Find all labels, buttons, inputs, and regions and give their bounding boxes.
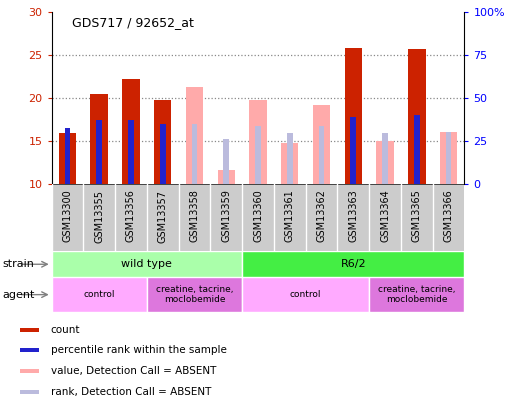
- Bar: [414, 115, 420, 184]
- Bar: [255, 126, 261, 184]
- Text: GSM13358: GSM13358: [189, 190, 200, 243]
- Bar: [408, 49, 426, 184]
- Bar: [446, 132, 452, 184]
- Text: percentile rank within the sample: percentile rank within the sample: [51, 345, 227, 355]
- Text: GSM13360: GSM13360: [253, 190, 263, 242]
- Text: GSM13363: GSM13363: [348, 190, 358, 242]
- Bar: [313, 105, 330, 184]
- Text: rank, Detection Call = ABSENT: rank, Detection Call = ABSENT: [51, 387, 211, 397]
- Bar: [218, 170, 235, 184]
- Bar: [52, 277, 147, 312]
- Bar: [249, 100, 267, 184]
- Bar: [147, 277, 242, 312]
- Bar: [59, 133, 76, 184]
- Text: GSM13359: GSM13359: [221, 190, 231, 243]
- Bar: [21, 390, 39, 394]
- Bar: [90, 94, 108, 184]
- Bar: [186, 87, 203, 184]
- Text: GSM13361: GSM13361: [285, 190, 295, 242]
- Bar: [242, 251, 464, 277]
- Text: GSM13300: GSM13300: [62, 190, 72, 242]
- Text: creatine, tacrine,
moclobemide: creatine, tacrine, moclobemide: [378, 285, 456, 304]
- Bar: [64, 128, 70, 184]
- Bar: [122, 79, 140, 184]
- Text: agent: agent: [3, 290, 35, 300]
- Bar: [52, 184, 464, 251]
- Bar: [319, 126, 325, 184]
- Bar: [52, 251, 242, 277]
- Text: strain: strain: [3, 259, 35, 269]
- Text: GSM13365: GSM13365: [412, 190, 422, 243]
- Text: GSM13357: GSM13357: [158, 190, 168, 243]
- Text: control: control: [84, 290, 115, 299]
- Bar: [382, 133, 388, 184]
- Bar: [96, 120, 102, 184]
- Bar: [242, 277, 369, 312]
- Bar: [345, 48, 362, 184]
- Bar: [128, 120, 134, 184]
- Text: wild type: wild type: [121, 259, 172, 269]
- Bar: [440, 132, 457, 184]
- Bar: [21, 328, 39, 332]
- Bar: [21, 348, 39, 352]
- Text: creatine, tacrine,
moclobemide: creatine, tacrine, moclobemide: [156, 285, 233, 304]
- Text: GSM13355: GSM13355: [94, 190, 104, 243]
- Bar: [287, 133, 293, 184]
- Text: GSM13364: GSM13364: [380, 190, 390, 242]
- Bar: [154, 100, 171, 184]
- Text: R6/2: R6/2: [341, 259, 366, 269]
- Text: GSM13356: GSM13356: [126, 190, 136, 243]
- Text: count: count: [51, 325, 80, 335]
- Bar: [191, 124, 197, 184]
- Text: GSM13362: GSM13362: [316, 190, 327, 243]
- Bar: [223, 139, 229, 184]
- Bar: [21, 369, 39, 373]
- Text: GSM13366: GSM13366: [444, 190, 454, 242]
- Bar: [350, 117, 356, 184]
- Text: control: control: [290, 290, 321, 299]
- Text: value, Detection Call = ABSENT: value, Detection Call = ABSENT: [51, 366, 216, 376]
- Text: GDS717 / 92652_at: GDS717 / 92652_at: [72, 16, 194, 29]
- Bar: [369, 277, 464, 312]
- Bar: [376, 141, 394, 184]
- Bar: [281, 143, 298, 184]
- Bar: [160, 124, 166, 184]
